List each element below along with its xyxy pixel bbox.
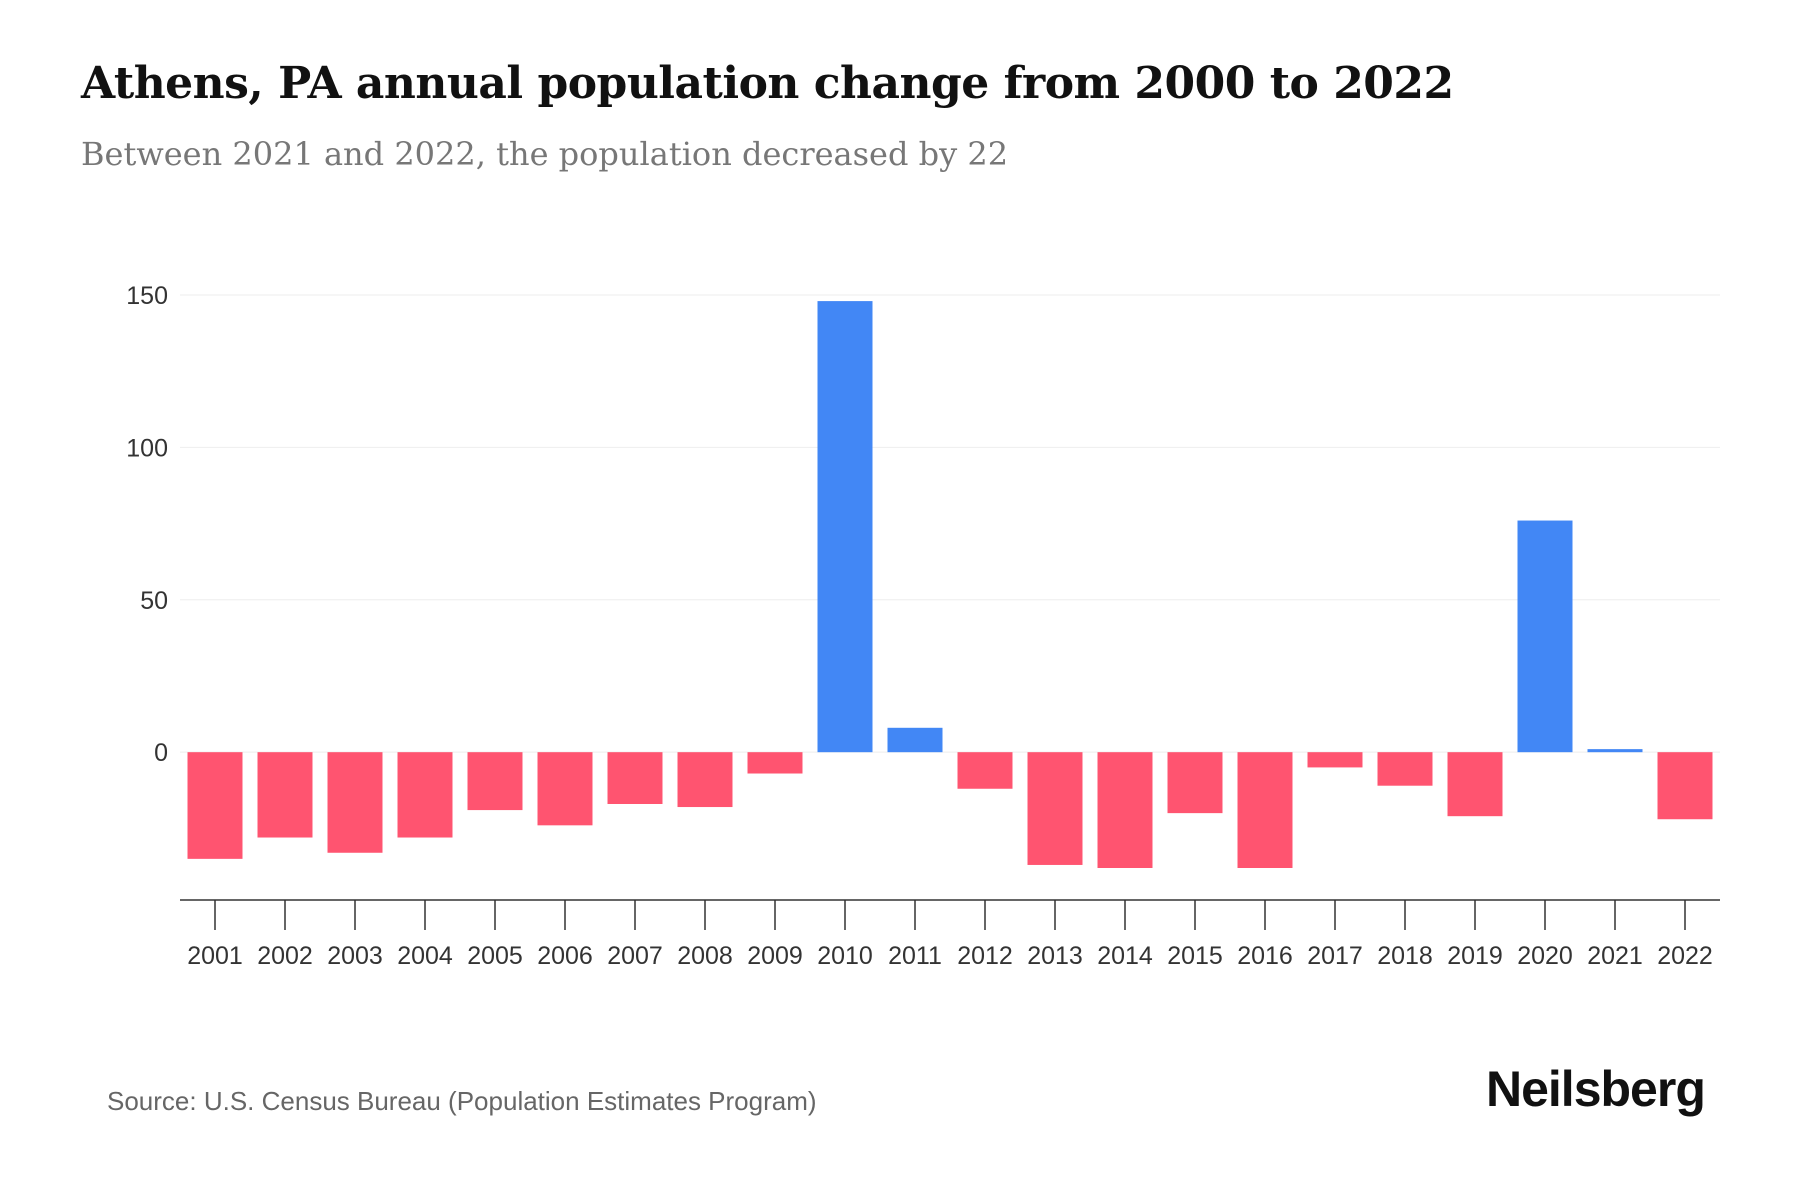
- bar-2017: [1307, 752, 1363, 768]
- bar-2001: [187, 752, 243, 859]
- bar-2013: [1027, 752, 1083, 865]
- x-tick-label: 2005: [467, 942, 523, 970]
- y-tick-label: 0: [154, 739, 168, 767]
- bar-2007: [607, 752, 663, 804]
- neilsberg-logo: Neilsberg: [1486, 1061, 1706, 1117]
- bar-2015: [1167, 752, 1223, 814]
- x-tick-label: 2021: [1587, 942, 1643, 970]
- bar-2012: [957, 752, 1013, 789]
- bar-2002: [257, 752, 313, 838]
- x-tick-label: 2020: [1517, 942, 1573, 970]
- bar-2005: [467, 752, 523, 811]
- x-tick-label: 2015: [1167, 942, 1223, 970]
- bar-2020: [1517, 520, 1573, 753]
- chart-subtitle: Between 2021 and 2022, the population de…: [81, 135, 1009, 173]
- bar-2019: [1447, 752, 1503, 817]
- bar-2004: [397, 752, 453, 838]
- x-tick-label: 2014: [1097, 942, 1153, 970]
- x-tick-label: 2001: [187, 942, 243, 970]
- x-tick-label: 2007: [607, 942, 663, 970]
- bar-2021: [1587, 749, 1643, 753]
- x-tick-label: 2018: [1377, 942, 1433, 970]
- x-tick-label: 2010: [817, 942, 873, 970]
- y-tick-label: 50: [140, 587, 168, 615]
- bar-2011: [887, 727, 943, 753]
- x-tick-label: 2009: [747, 942, 803, 970]
- x-tick-label: 2022: [1657, 942, 1713, 970]
- bar-2014: [1097, 752, 1153, 868]
- x-tick-label: 2011: [888, 942, 942, 970]
- x-tick-label: 2003: [327, 942, 383, 970]
- y-tick-label: 100: [126, 434, 168, 462]
- x-tick-label: 2006: [537, 942, 593, 970]
- x-tick-label: 2002: [257, 942, 313, 970]
- x-tick-label: 2004: [397, 942, 453, 970]
- x-tick-label: 2016: [1237, 942, 1293, 970]
- x-tick-label: 2013: [1027, 942, 1083, 970]
- bar-2016: [1237, 752, 1293, 868]
- x-tick-label: 2012: [957, 942, 1013, 970]
- x-tick-label: 2019: [1447, 942, 1503, 970]
- bar-2006: [537, 752, 593, 826]
- source-note: Source: U.S. Census Bureau (Population E…: [107, 1086, 817, 1116]
- x-tick-label: 2017: [1307, 942, 1363, 970]
- y-tick-label: 150: [126, 282, 168, 310]
- bar-2003: [327, 752, 383, 853]
- bar-2010: [817, 301, 873, 753]
- bar-2022: [1657, 752, 1713, 820]
- x-tick-label: 2008: [677, 942, 733, 970]
- chart-title: Athens, PA annual population change from…: [81, 58, 1454, 109]
- bar-2018: [1377, 752, 1433, 786]
- bar-2009: [747, 752, 803, 774]
- bar-2008: [677, 752, 733, 808]
